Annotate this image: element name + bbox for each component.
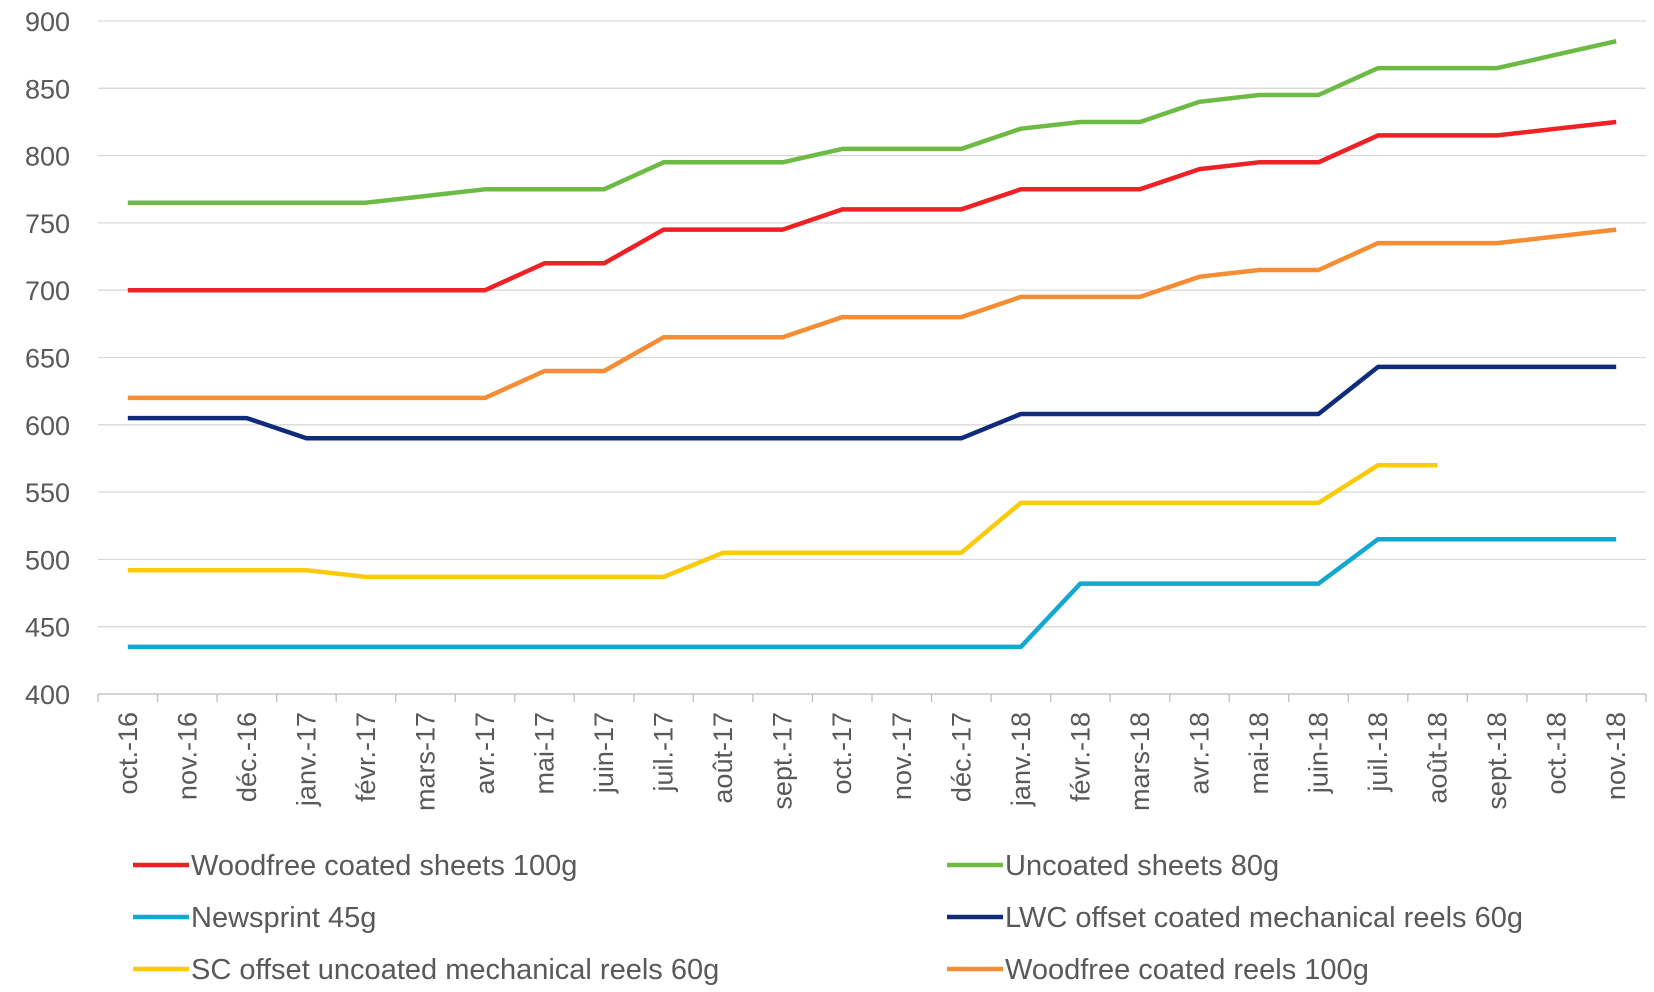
y-tick-label: 650 [25,344,70,374]
legend-label: Uncoated sheets 80g [1005,850,1279,882]
series-lines [127,39,1617,650]
legend: Woodfree coated sheets 100g Uncoated shee… [133,850,1523,986]
x-tick-label: sept.-18 [1482,712,1512,810]
x-tick-label: août-17 [708,712,738,804]
legend-item: Woodfree coated sheets 100g [133,850,577,882]
x-tick-label: sept.-17 [768,712,798,810]
y-tick-label: 400 [25,680,70,710]
x-tick-label: déc.-17 [946,712,976,802]
series-line [127,364,1617,441]
y-tick-label: 500 [25,545,70,575]
x-tick-label: mai-17 [530,712,560,795]
x-tick-label: juin-18 [1304,712,1334,794]
legend-label: LWC offset coated mechanical reels 60g [1005,902,1523,934]
legend-label: Woodfree coated sheets 100g [191,850,577,882]
y-tick-label: 600 [25,411,70,441]
legend-item: SC offset uncoated mechanical reels 60g [133,954,719,986]
x-tick-label: déc.-16 [232,712,262,802]
x-tick-label: oct.-18 [1542,712,1572,795]
legend-item: Newsprint 45g [133,902,376,934]
legend-item: Uncoated sheets 80g [947,850,1279,882]
x-tick-label: févr.-17 [351,712,381,802]
x-tick-label: mai-18 [1244,712,1274,795]
legend-item: Woodfree coated reels 100g [947,954,1369,986]
x-tick-label: mars-18 [1125,712,1155,811]
x-tick-label: févr.-18 [1065,712,1095,802]
y-tick-label: 900 [25,7,70,37]
y-tick-label: 750 [25,209,70,239]
y-tick-label: 800 [25,142,70,172]
y-tick-label: 850 [25,74,70,104]
legend-item: LWC offset coated mechanical reels 60g [947,902,1523,934]
x-tick-label: nov.-18 [1601,712,1631,800]
x-tick-label: oct.-17 [827,712,857,795]
legend-label: Newsprint 45g [191,902,376,934]
series-line [127,227,1617,401]
y-tick-label: 550 [25,478,70,508]
x-tick-label: août-18 [1423,712,1453,804]
x-tick-label: nov.-16 [172,712,202,800]
legend-label: SC offset uncoated mechanical reels 60g [191,954,719,986]
x-tick-label: mars-17 [410,712,440,811]
series-line [127,536,1617,650]
series-line [127,39,1617,205]
series-line [127,462,1438,580]
y-tick-label: 700 [25,276,70,306]
x-tick-label: janv.-17 [291,712,321,807]
x-tick-label: nov.-17 [887,712,917,800]
x-tick-label: oct.-16 [113,712,143,795]
x-axis: oct.-16 nov.-16 déc.-16 janv.-17 févr.-17 mar… [97,693,1647,811]
legend-label: Woodfree coated reels 100g [1005,954,1369,986]
y-tick-label: 450 [25,613,70,643]
y-axis: 400 450 500 550 600 650 700 750 800 850 900 [25,7,70,710]
series-line [127,119,1617,293]
x-tick-label: avr.-17 [470,712,500,795]
x-tick-label: juin-17 [589,712,619,794]
gridlines [98,20,1646,695]
x-tick-label: janv.-18 [1006,712,1036,807]
x-tick-label: juil.-17 [649,712,679,793]
x-tick-label: avr.-18 [1184,712,1214,795]
x-tick-label: juil.-18 [1363,712,1393,793]
